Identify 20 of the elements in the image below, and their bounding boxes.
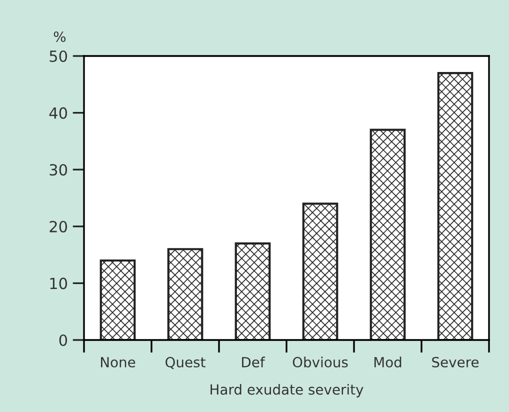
bar — [437, 72, 474, 340]
x-tick-label: Def — [242, 356, 266, 368]
bar — [302, 202, 338, 340]
y-axis-title: % — [54, 31, 66, 42]
x-tick-label: None — [100, 357, 136, 368]
y-tick-label: 10 — [50, 278, 68, 290]
y-tick-label: 20 — [50, 220, 68, 232]
bar — [234, 242, 271, 340]
bar — [370, 128, 406, 340]
y-tick-label: 50 — [50, 50, 68, 62]
y-tick-label: 30 — [50, 164, 68, 176]
y-tick-label: 0 — [59, 334, 68, 346]
x-tick-label: Severe — [432, 356, 479, 368]
x-tick-label: Quest — [166, 356, 206, 370]
x-tick-label: Obvious — [292, 356, 348, 368]
bar — [100, 259, 136, 340]
y-tick-label: 40 — [49, 107, 68, 119]
x-axis-title: Hard exudate severity — [210, 384, 364, 398]
x-tick-label: Mod — [374, 356, 402, 368]
bar — [167, 248, 204, 340]
